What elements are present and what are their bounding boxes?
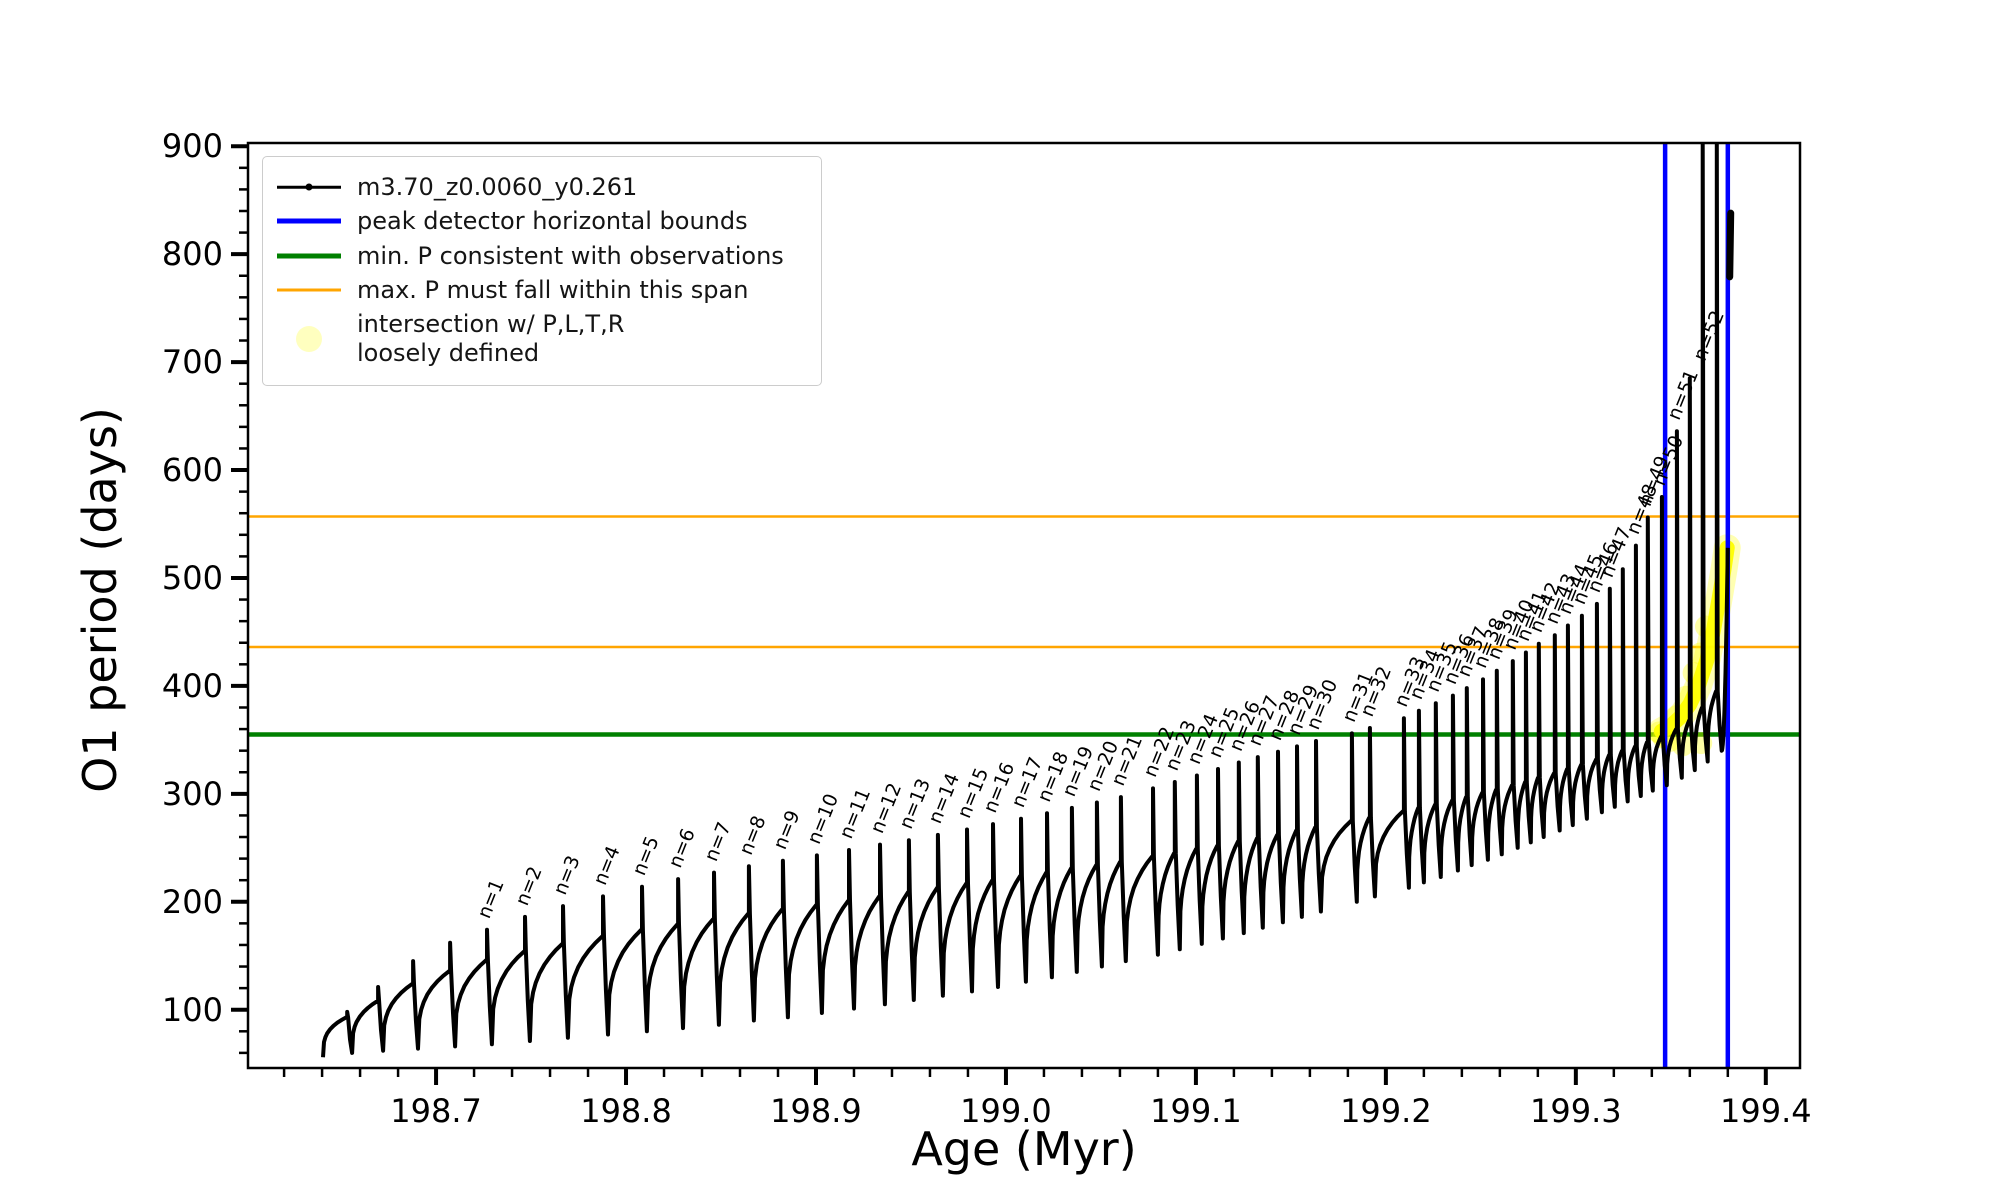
x-tick-label: 199.2 — [1340, 1092, 1432, 1130]
legend-label: min. P consistent with observations — [357, 241, 784, 270]
pulse-number-labels: n=1 n=2 n=3 n=4 n=5 n=6 n=7 n=8n=9n=10n=11n=12 n… — [473, 307, 1729, 921]
y-tick-label: 400 — [161, 666, 223, 705]
plot-frame — [246, 141, 1802, 1070]
pulse-label: n=51 — [1663, 366, 1703, 423]
x-tick-label: 199.4 — [1719, 1092, 1812, 1130]
blue-line-marker — [277, 207, 341, 235]
yellow-dot-marker — [277, 325, 341, 353]
y-tick-label: 800 — [161, 235, 223, 274]
pulse-label: n=6 — [664, 826, 699, 871]
pulse-label: n=8 — [735, 813, 770, 858]
pulse-label: n=12 — [866, 780, 906, 837]
legend-entry-min-p: min. P consistent with observations — [277, 242, 807, 270]
legend-label: m3.70_z0.0060_y0.261 — [357, 173, 638, 201]
pulse-label: n=11 — [835, 785, 875, 842]
x-tick-label: 198.8 — [580, 1092, 672, 1130]
pulse-label: n=2 — [511, 863, 546, 908]
pulse-label: n=4 — [589, 843, 624, 888]
pulse-label: n=14 — [924, 770, 964, 827]
pulse-label: n=5 — [628, 833, 663, 878]
orange-line-marker — [277, 276, 341, 304]
x-tick-label: 199.1 — [1150, 1092, 1242, 1130]
legend-entry-series: m3.70_z0.0060_y0.261 — [277, 173, 807, 201]
period-track-curve — [321, 143, 1735, 1058]
x-axis-label: Age (Myr) — [911, 1122, 1137, 1176]
y-tick-label: 900 — [161, 127, 223, 166]
legend-label: peak detector horizontal bounds — [357, 207, 748, 236]
legend-entry-intersection: intersection w/ P,L,T,R loosely defined — [277, 310, 807, 367]
x-tick-label: 199.0 — [960, 1092, 1052, 1130]
x-tick-label: 199.3 — [1530, 1092, 1622, 1130]
y-tick-label: 200 — [161, 882, 223, 921]
series-line-marker — [277, 173, 341, 201]
green-line-marker — [277, 242, 341, 270]
legend-entry-peak-bounds: peak detector horizontal bounds — [277, 207, 807, 235]
pulse-label: n=3 — [549, 853, 584, 898]
x-tick-label: 198.9 — [770, 1092, 862, 1130]
pulse-label: n=7 — [700, 819, 735, 864]
y-tick-label: 600 — [161, 451, 223, 490]
y-tick-label: 300 — [161, 774, 223, 813]
pulse-label: n=9 — [769, 807, 804, 852]
y-tick-label: 500 — [161, 558, 223, 597]
legend-label: intersection w/ P,L,T,R loosely defined — [357, 310, 625, 367]
x-tick-label: 198.7 — [390, 1092, 482, 1130]
pulse-label: n=1 — [473, 876, 508, 921]
y-tick-label: 100 — [161, 990, 223, 1029]
pulse-label: n=52 — [1689, 307, 1729, 364]
legend: m3.70_z0.0060_y0.261 peak detector horiz… — [262, 156, 822, 386]
axis-ticks — [231, 144, 1768, 1085]
legend-entry-max-p: max. P must fall within this span — [277, 276, 807, 304]
y-axis-label: O1 period (days) — [73, 407, 127, 793]
pulse-label: n=10 — [803, 791, 843, 848]
legend-label: max. P must fall within this span — [357, 275, 749, 304]
y-tick-label: 700 — [161, 343, 223, 382]
